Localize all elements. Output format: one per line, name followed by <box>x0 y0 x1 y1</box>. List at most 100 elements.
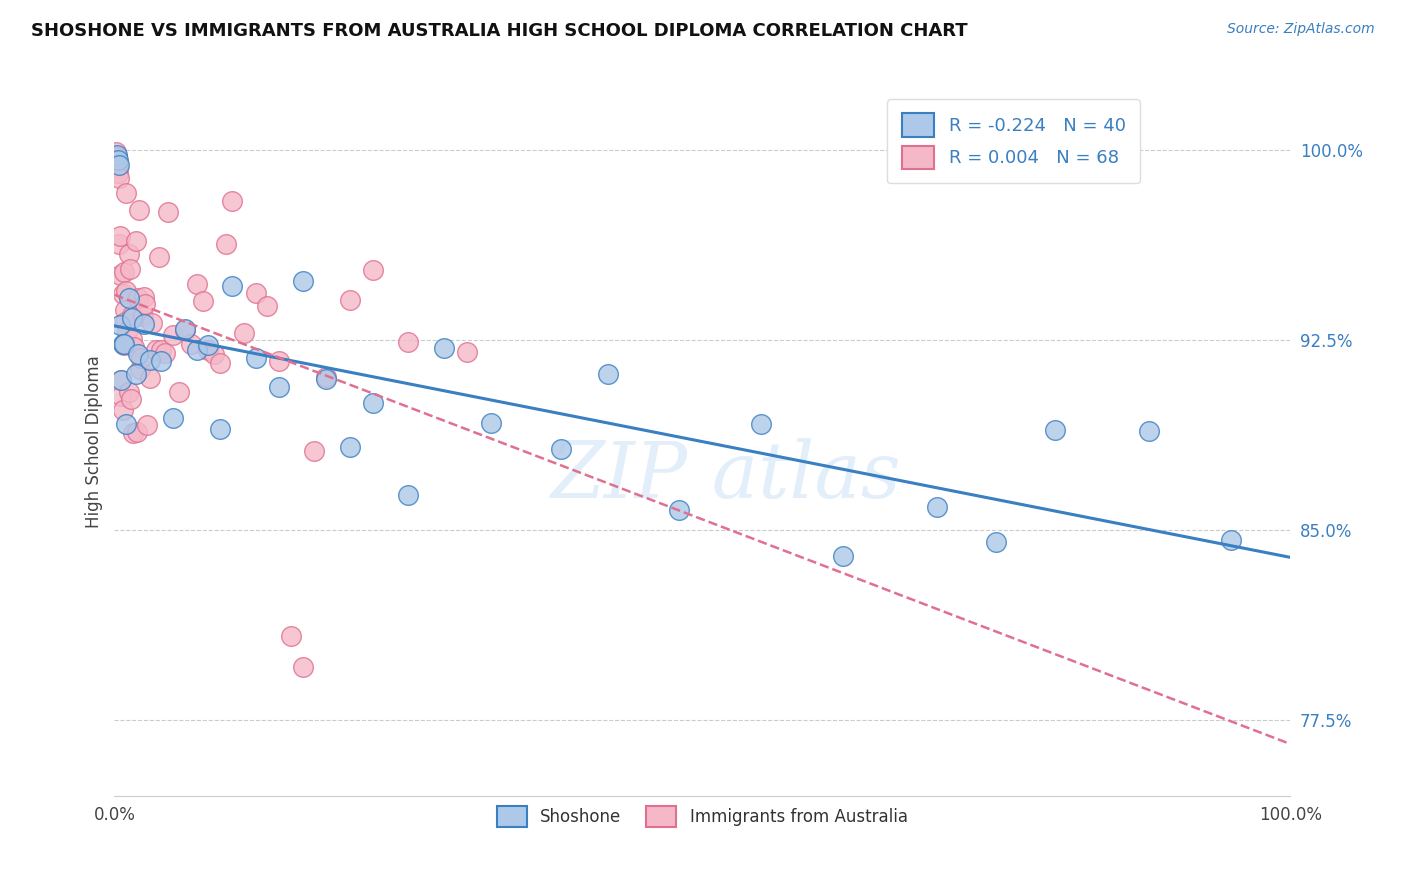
Point <box>112 337 135 351</box>
Point <box>121 332 143 346</box>
Point <box>456 345 478 359</box>
Point <box>339 440 361 454</box>
Point <box>256 299 278 313</box>
Point <box>174 322 197 336</box>
Point <box>127 347 149 361</box>
Point <box>186 343 208 358</box>
Y-axis label: High School Diploma: High School Diploma <box>86 355 103 527</box>
Point <box>121 310 143 325</box>
Point <box>174 321 197 335</box>
Point <box>105 148 128 162</box>
Point <box>180 337 202 351</box>
Point <box>1043 423 1066 437</box>
Text: ZIP atlas: ZIP atlas <box>551 439 901 515</box>
Point <box>118 262 141 277</box>
Point <box>141 316 163 330</box>
Point <box>124 340 146 354</box>
Point <box>267 354 290 368</box>
Point <box>291 274 314 288</box>
Point <box>304 443 326 458</box>
Point <box>127 292 149 306</box>
Point <box>162 411 184 425</box>
Text: SHOSHONE VS IMMIGRANTS FROM AUSTRALIA HIGH SCHOOL DIPLOMA CORRELATION CHART: SHOSHONE VS IMMIGRANTS FROM AUSTRALIA HI… <box>31 22 967 40</box>
Point <box>134 297 156 311</box>
Point <box>108 158 131 172</box>
Point <box>197 338 219 352</box>
Point <box>115 284 138 298</box>
Point <box>145 343 167 357</box>
Point <box>114 302 136 317</box>
Point <box>104 145 127 160</box>
Point <box>124 368 146 382</box>
Point <box>245 351 267 366</box>
Point <box>128 202 150 217</box>
Point <box>117 291 139 305</box>
Point <box>111 287 134 301</box>
Point <box>107 165 129 179</box>
Point <box>105 155 128 169</box>
Point <box>115 417 138 432</box>
Point <box>111 402 134 417</box>
Point <box>1137 425 1160 439</box>
Point <box>110 268 132 282</box>
Point <box>396 488 419 502</box>
Point <box>315 372 337 386</box>
Point <box>221 194 243 209</box>
Point <box>132 290 155 304</box>
Point <box>110 372 132 386</box>
Point <box>110 373 132 387</box>
Point <box>107 153 129 167</box>
Point <box>105 150 128 164</box>
Point <box>148 251 170 265</box>
Point <box>121 308 143 322</box>
Point <box>202 346 225 360</box>
Point <box>108 170 131 185</box>
Point <box>232 326 254 340</box>
Point <box>110 229 132 244</box>
Point <box>108 237 131 252</box>
Point <box>221 279 243 293</box>
Point <box>117 384 139 399</box>
Point <box>150 354 173 368</box>
Point <box>280 629 302 643</box>
Point <box>110 318 132 332</box>
Point <box>112 265 135 279</box>
Point <box>157 205 180 219</box>
Point <box>167 384 190 399</box>
Point <box>361 396 384 410</box>
Point <box>124 234 146 248</box>
Point <box>209 422 232 436</box>
Point <box>132 317 155 331</box>
Point <box>120 392 142 406</box>
Point <box>245 286 267 301</box>
Point <box>186 277 208 292</box>
Point <box>117 324 139 338</box>
Point <box>138 353 160 368</box>
Point <box>111 336 134 351</box>
Point <box>117 247 139 261</box>
Point <box>112 338 135 352</box>
Point <box>986 534 1008 549</box>
Point <box>125 425 148 439</box>
Point <box>131 309 153 323</box>
Point <box>191 293 214 308</box>
Point <box>361 263 384 277</box>
Point <box>129 362 152 376</box>
Point <box>107 161 129 175</box>
Point <box>668 503 690 517</box>
Point <box>396 334 419 349</box>
Point <box>110 389 132 403</box>
Point <box>114 315 136 329</box>
Point <box>209 356 232 370</box>
Point <box>315 369 337 384</box>
Point <box>215 236 238 251</box>
Point <box>479 416 502 430</box>
Point <box>927 500 949 515</box>
Point <box>339 293 361 307</box>
Point <box>598 368 620 382</box>
Point <box>131 351 153 366</box>
Point <box>122 426 145 441</box>
Point <box>136 418 159 433</box>
Point <box>291 660 314 674</box>
Point <box>197 343 219 358</box>
